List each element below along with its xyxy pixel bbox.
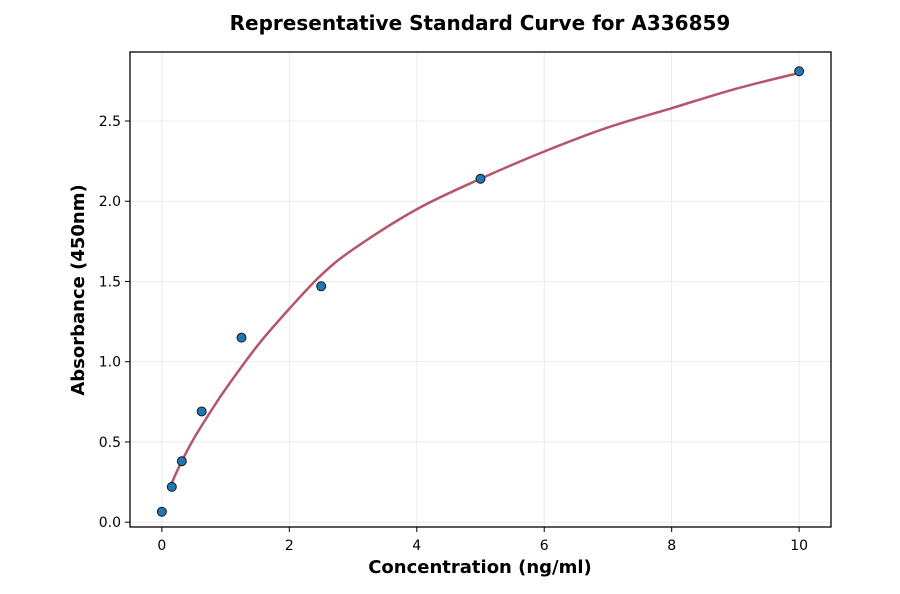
x-tick-label: 0 — [157, 538, 166, 554]
x-axis-label: Concentration (ng/ml) — [368, 557, 592, 578]
data-points — [156, 66, 805, 517]
data-point — [166, 481, 177, 492]
x-tick-label: 4 — [412, 538, 421, 554]
y-tick-label: 1.0 — [99, 355, 121, 371]
y-tick-label: 0.5 — [99, 435, 121, 451]
grid-lines — [130, 52, 831, 527]
x-tick-label: 8 — [667, 538, 676, 554]
data-point — [176, 456, 187, 467]
x-tick-label: 10 — [790, 538, 808, 554]
y-tick-label: 2.5 — [99, 114, 121, 130]
data-point — [794, 66, 805, 77]
data-point — [196, 406, 207, 417]
y-tick-label: 1.5 — [99, 274, 121, 290]
y-axis-label: Absorbance (450nm) — [68, 184, 89, 395]
data-point — [475, 173, 486, 184]
y-tick-label: 2.0 — [99, 194, 121, 210]
x-tick-label: 2 — [285, 538, 294, 554]
y-axis-ticks: 0.0 0.5 1.0 1.5 2.0 2.5 — [99, 114, 130, 531]
plot-frame — [129, 51, 832, 528]
data-point — [236, 332, 247, 343]
data-point — [316, 281, 327, 292]
y-tick-label: 0.0 — [99, 515, 121, 531]
chart-title: Representative Standard Curve for A33685… — [230, 11, 731, 35]
fit-curve — [170, 71, 800, 485]
x-axis-ticks: 0 2 4 6 8 10 — [157, 527, 808, 554]
fit-curve-line — [170, 71, 800, 485]
x-tick-label: 6 — [540, 538, 549, 554]
data-point — [156, 506, 167, 517]
